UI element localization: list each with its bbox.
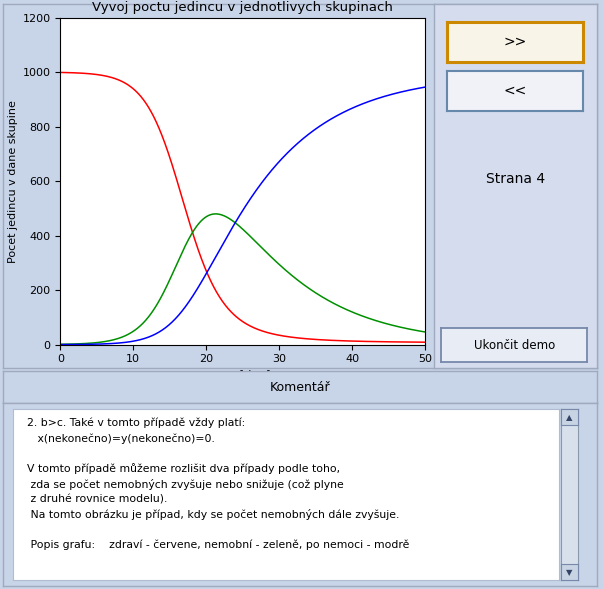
Text: ▼: ▼	[566, 568, 572, 577]
X-axis label: Cas [dny]: Cas [dny]	[215, 370, 271, 383]
Title: Vyvoj poctu jedincu v jednotlivych skupinach: Vyvoj poctu jedincu v jednotlivych skupi…	[92, 1, 393, 14]
Text: Ukončit demo: Ukončit demo	[474, 339, 555, 352]
Text: ▲: ▲	[566, 413, 572, 422]
Y-axis label: Pocet jedincu v dane skupine: Pocet jedincu v dane skupine	[8, 100, 18, 263]
Text: <<: <<	[504, 84, 527, 98]
Text: Komentář: Komentář	[270, 380, 330, 394]
Text: Strana 4: Strana 4	[486, 172, 545, 186]
Text: >>: >>	[504, 35, 527, 49]
Text: 2. b>c. Také v tomto případě vždy platí:
   x(nekonečno)=y(nekonečno)=0.

V tomt: 2. b>c. Také v tomto případě vždy platí:…	[27, 418, 409, 550]
